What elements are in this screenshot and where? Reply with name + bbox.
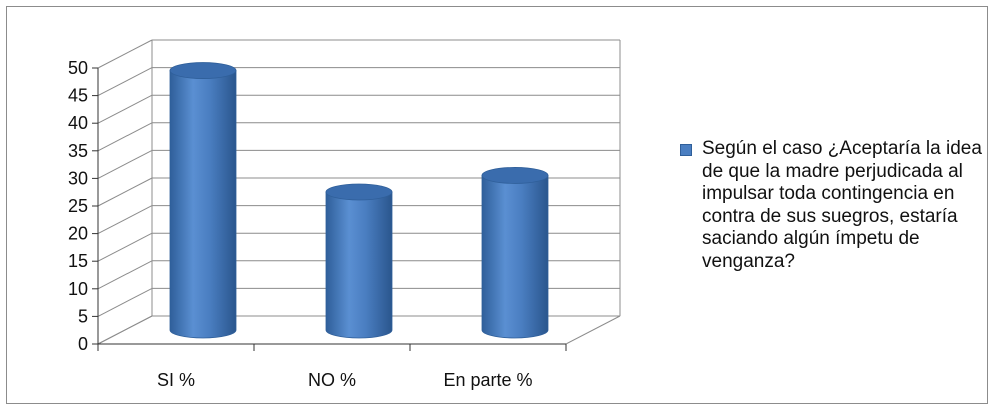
y-tick-label: 45 — [68, 86, 88, 106]
gridline-side — [97, 287, 153, 317]
x-tick-label: NO % — [308, 370, 356, 390]
gridline-side — [97, 177, 153, 207]
y-tick-label: 20 — [68, 224, 88, 244]
y-tick-label: 25 — [68, 196, 88, 216]
legend-entry-label: Según el caso ¿Aceptaría la idea de que … — [702, 138, 982, 272]
x-tick-label: SI % — [157, 370, 195, 390]
gridline-side — [97, 260, 153, 290]
gridline-side — [97, 39, 153, 69]
gridline-side — [97, 122, 153, 152]
y-tick-label: 30 — [68, 168, 88, 188]
labels-layer: 0 5 10 15 20 25 30 35 40 45 50 SI % NO % En parte % — [68, 58, 533, 390]
bar-top — [481, 167, 549, 184]
y-tick-label: 5 — [78, 306, 88, 326]
legend-swatch — [680, 144, 692, 156]
gridline-side — [97, 149, 153, 179]
y-tick-label: 0 — [78, 334, 88, 354]
bar-top — [169, 62, 237, 79]
y-tick-label: 40 — [68, 113, 88, 133]
y-tick-label: 10 — [68, 279, 88, 299]
bar-body — [169, 70, 237, 339]
bar-body — [481, 175, 549, 339]
y-tick-label: 50 — [68, 58, 88, 78]
bar-top — [325, 183, 393, 201]
x-tick-label: En parte % — [443, 370, 532, 390]
bar — [325, 183, 393, 339]
gridline-side — [97, 232, 153, 262]
y-tick-label: 35 — [68, 141, 88, 161]
axis-layer — [92, 67, 567, 351]
bar — [169, 62, 237, 339]
gridline-side — [97, 67, 153, 97]
bar — [481, 167, 549, 339]
y-tick-label: 15 — [68, 251, 88, 271]
bar-body — [325, 191, 393, 339]
gridline-side — [97, 205, 153, 235]
gridline-side — [97, 94, 153, 124]
bars-layer — [169, 62, 549, 339]
